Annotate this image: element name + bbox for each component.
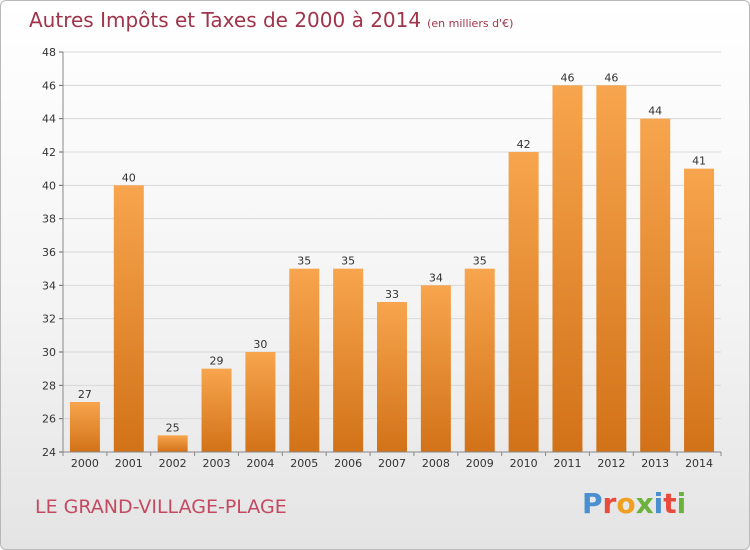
data-label-2001: 40 — [122, 171, 136, 184]
bar-2014 — [684, 168, 715, 452]
town-name: LE GRAND-VILLAGE-PLAGE — [35, 496, 287, 518]
x-tick-label-2002: 2002 — [159, 457, 187, 470]
y-tick-label: 30 — [42, 346, 56, 359]
x-tick-label-2003: 2003 — [203, 457, 231, 470]
data-label-2007: 33 — [385, 288, 399, 301]
x-tick-label-2009: 2009 — [466, 457, 494, 470]
data-label-2011: 46 — [560, 71, 574, 84]
data-label-2014: 41 — [692, 155, 706, 168]
data-label-2004: 30 — [253, 338, 267, 351]
logo-letter: o — [616, 487, 636, 520]
x-axis: 2000 2001 2002 2003 2004 2005 2006 2007 2008 2009… — [62, 451, 722, 470]
x-tick-label-2011: 2011 — [553, 457, 581, 470]
data-label-2008: 34 — [429, 271, 443, 284]
data-label-2012: 46 — [604, 71, 618, 84]
logo-letter: r — [602, 487, 617, 520]
data-label-2002: 25 — [166, 421, 180, 434]
logo-letter: i — [653, 487, 664, 520]
x-tick-label-2012: 2012 — [597, 457, 625, 470]
x-tick-label-2006: 2006 — [334, 457, 362, 470]
bar-2011 — [552, 85, 583, 452]
y-tick-label: 44 — [42, 113, 56, 126]
bar-2006 — [333, 268, 364, 452]
bar-2003 — [201, 368, 232, 452]
y-tick-label: 48 — [42, 46, 56, 59]
bar-2000 — [69, 402, 100, 452]
y-tick-label: 42 — [42, 146, 56, 159]
chart-title-text: Autres Impôts et Taxes de 2000 à 2014 — [29, 8, 422, 32]
bar-2002 — [157, 435, 188, 452]
x-tick-label-2010: 2010 — [510, 457, 538, 470]
logo-letter: i — [676, 487, 687, 520]
chart-title: Autres Impôts et Taxes de 2000 à 2014 (en… — [29, 8, 513, 32]
data-label-2005: 35 — [297, 255, 311, 268]
x-tick-label-2005: 2005 — [290, 457, 318, 470]
y-axis: 24 26 28 30 32 34 36 38 40 42 44 46 48 — [42, 46, 64, 459]
data-label-2013: 44 — [648, 105, 662, 118]
bar-2013 — [640, 118, 671, 453]
data-label-2003: 29 — [210, 355, 224, 368]
bar-2009 — [464, 268, 495, 452]
logo-letter: t — [663, 487, 677, 520]
bar-2012 — [596, 85, 627, 452]
chart-unit: (en milliers d'€) — [427, 17, 514, 30]
y-tick-label: 40 — [42, 179, 56, 192]
bars: 27 40 25 29 30 35 35 33 34 35 42 46 46 44 41 — [69, 71, 715, 453]
y-tick-label: 32 — [42, 313, 56, 326]
bar-2004 — [245, 352, 276, 452]
y-tick-label: 46 — [42, 79, 56, 92]
x-tick-label-2008: 2008 — [422, 457, 450, 470]
x-tick-label-2001: 2001 — [115, 457, 143, 470]
bar-2010 — [508, 152, 539, 452]
x-tick-label-2014: 2014 — [685, 457, 713, 470]
logo-letter: P — [582, 487, 603, 520]
y-tick-label: 36 — [42, 246, 56, 259]
y-tick-label: 38 — [42, 213, 56, 226]
bar-2008 — [420, 285, 451, 452]
y-tick-label: 34 — [42, 279, 56, 292]
x-tick-label-2013: 2013 — [641, 457, 669, 470]
x-tick-label-2007: 2007 — [378, 457, 406, 470]
y-tick-label: 26 — [42, 413, 56, 426]
y-tick-label: 24 — [42, 446, 56, 459]
bar-2001 — [113, 185, 144, 453]
data-label-2006: 35 — [341, 255, 355, 268]
data-label-2009: 35 — [473, 255, 487, 268]
data-label-2000: 27 — [78, 388, 92, 401]
bar-2005 — [289, 268, 320, 452]
logo-letter: x — [635, 487, 654, 520]
x-tick-label-2000: 2000 — [71, 457, 99, 470]
x-tick-label-2004: 2004 — [246, 457, 274, 470]
data-label-2010: 42 — [517, 138, 531, 151]
bar-2007 — [377, 302, 407, 452]
y-tick-label: 28 — [42, 379, 56, 392]
proxiti-logo[interactable]: Proxiti — [582, 487, 686, 520]
